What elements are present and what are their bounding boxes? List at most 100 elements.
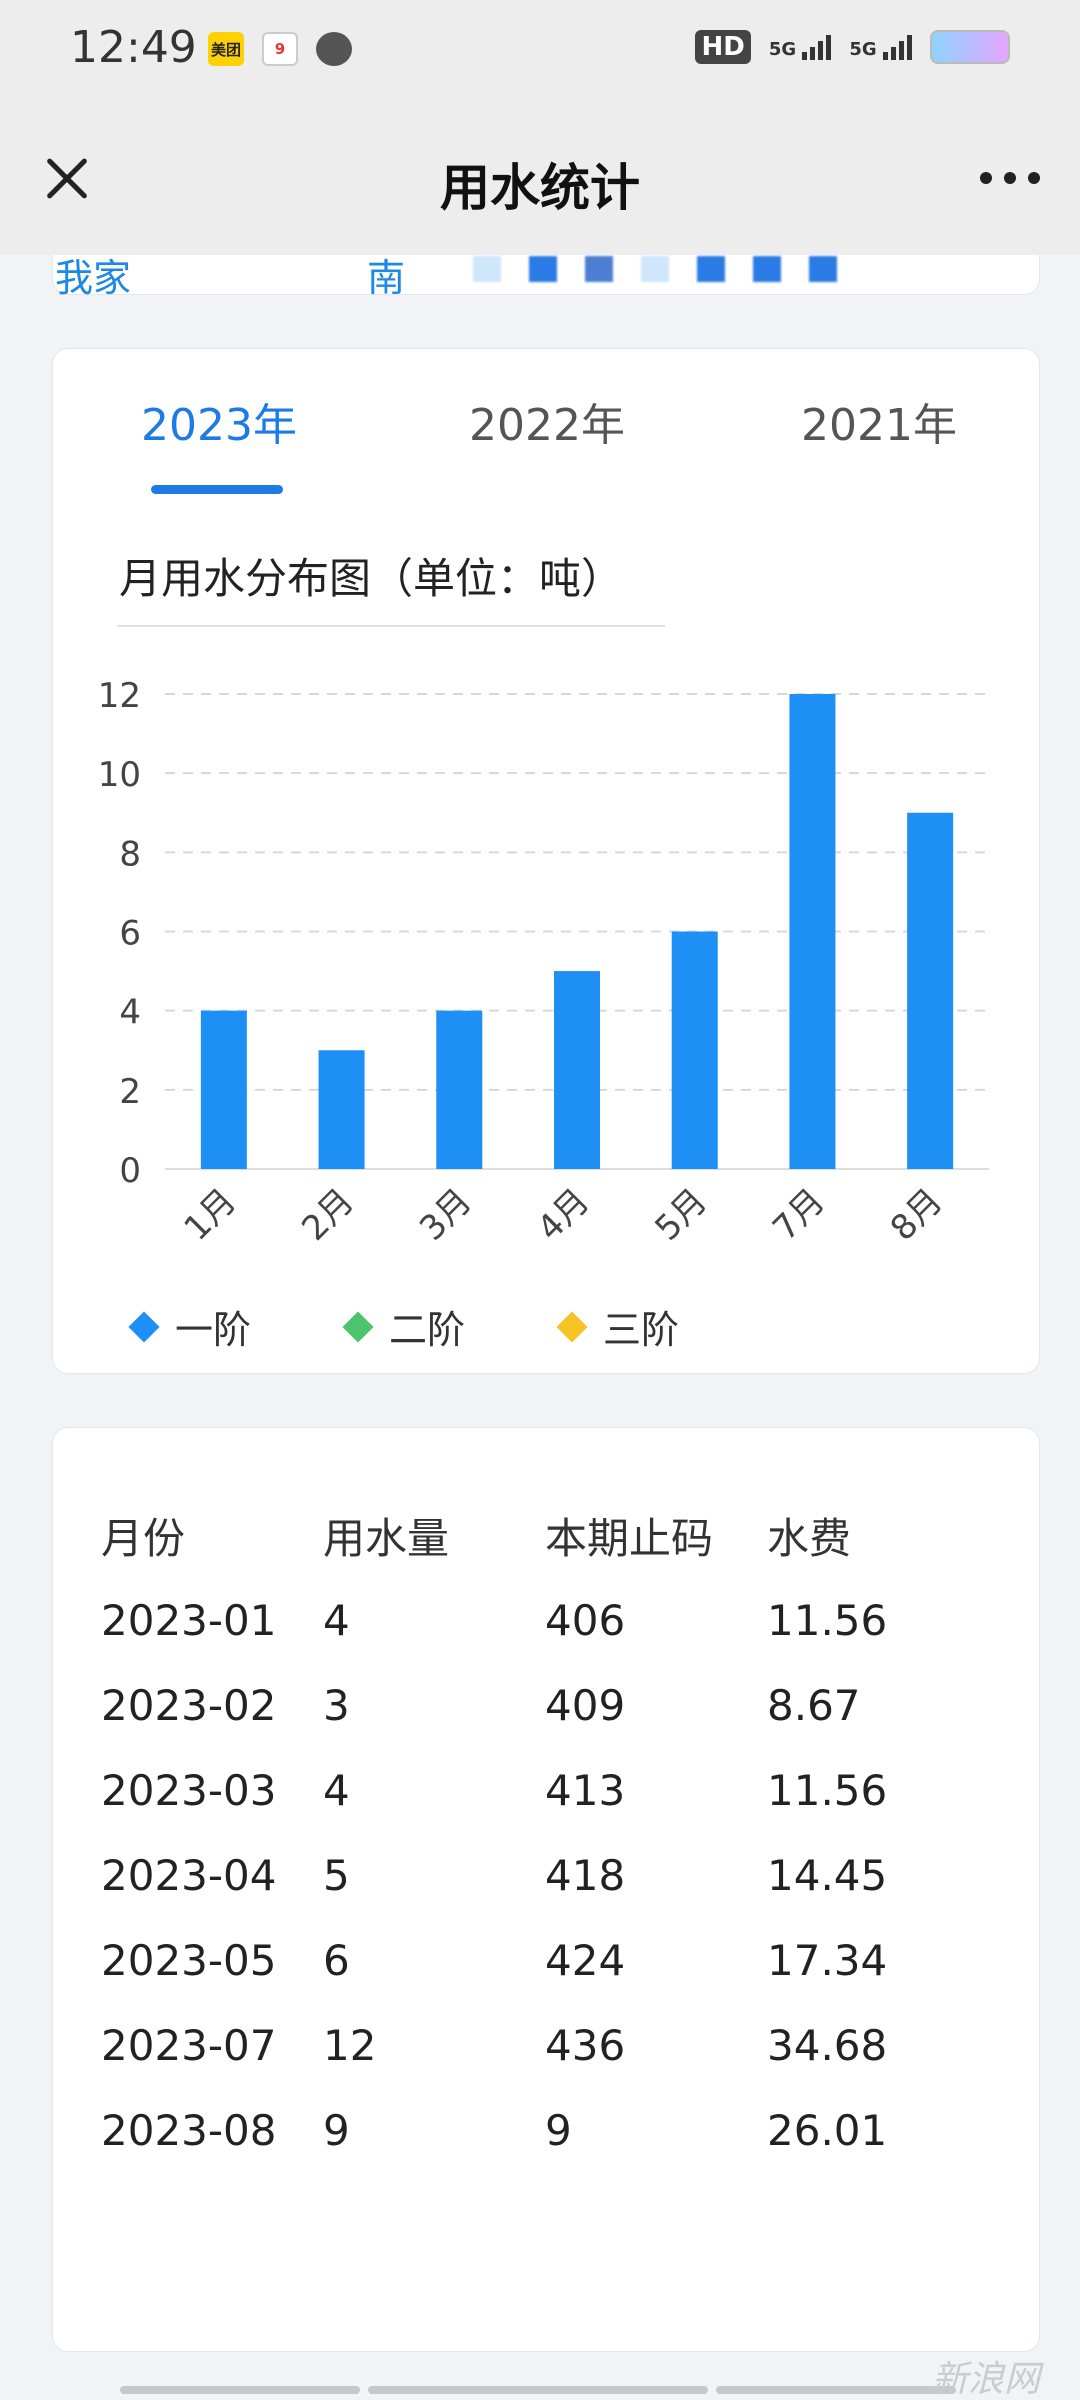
table-row: 2023-01 4 406 11.56 bbox=[101, 1578, 989, 1663]
header-usage: 用水量 bbox=[323, 1514, 450, 1563]
legend-marker-tier3 bbox=[556, 1310, 588, 1343]
x-tick-label: 2月 bbox=[294, 1181, 362, 1249]
bar[interactable] bbox=[436, 1010, 483, 1169]
legend-item-tier3[interactable]: 三阶 bbox=[556, 1299, 680, 1354]
x-tick-label: 5月 bbox=[647, 1181, 715, 1249]
battery-icon bbox=[930, 30, 1010, 64]
cell-fee: 26.01 bbox=[767, 2106, 888, 2155]
cell-meter-reading: 406 bbox=[545, 1596, 626, 1645]
chart-legend: 一阶 二阶 三阶 bbox=[128, 1299, 680, 1354]
maps-icon: 9 bbox=[262, 32, 298, 66]
bar-chart: 0 2 4 6 8 10 12 1月 2月 3月 4月 5月 7月 8月 bbox=[98, 676, 989, 1249]
table-row: 2023-04 5 418 14.45 bbox=[101, 1833, 989, 1918]
bar[interactable] bbox=[789, 694, 836, 1169]
legend-item-tier2[interactable]: 二阶 bbox=[342, 1299, 466, 1354]
cell-meter-reading: 418 bbox=[545, 1851, 626, 1900]
hd-icon: HD bbox=[695, 30, 751, 64]
legend-marker-tier2 bbox=[342, 1310, 374, 1343]
table-row: 2023-08 9 9 26.01 bbox=[101, 2088, 989, 2173]
cell-month: 2023-03 bbox=[101, 1766, 277, 1815]
active-tab-indicator bbox=[151, 485, 283, 494]
usage-table-card: 月份 用水量 本期止码 水费 2023-01 4 406 11.56 2023-02 3 4… bbox=[52, 1427, 1040, 2352]
y-tick-label: 2 bbox=[119, 1072, 141, 1112]
table-row: 2023-05 6 424 17.34 bbox=[101, 1918, 989, 2003]
meituan-icon: 美团 bbox=[208, 32, 244, 66]
cell-usage: 9 bbox=[323, 2106, 350, 2155]
cell-month: 2023-05 bbox=[101, 1936, 277, 1985]
cell-usage: 6 bbox=[323, 1936, 350, 1985]
chart-card: 2023年 2022年 2021年 月用水分布图（单位：吨） 0 2 4 6 8 10 12… bbox=[52, 348, 1040, 1374]
title-divider bbox=[117, 625, 665, 627]
cell-fee: 17.34 bbox=[767, 1936, 888, 1985]
top-bar: 12:49 美团 9 HD 5G 5G 用水统计 bbox=[0, 0, 1080, 255]
y-tick-label: 4 bbox=[119, 993, 141, 1033]
cell-fee: 11.56 bbox=[767, 1766, 888, 1815]
tab-2022[interactable]: 2022年 bbox=[469, 400, 625, 451]
redacted-info bbox=[473, 256, 837, 282]
signal-5g-icon: 5G bbox=[769, 34, 832, 60]
cell-month: 2023-04 bbox=[101, 1851, 277, 1900]
cell-meter-reading: 436 bbox=[545, 2021, 626, 2070]
y-tick-label: 0 bbox=[119, 1151, 141, 1191]
x-tick-label: 7月 bbox=[765, 1181, 833, 1249]
page-title: 用水统计 bbox=[440, 159, 640, 217]
x-tick-label: 4月 bbox=[530, 1181, 598, 1249]
y-tick-label: 8 bbox=[119, 834, 141, 874]
bar[interactable] bbox=[907, 812, 954, 1169]
table-row: 2023-07 12 436 34.68 bbox=[101, 2003, 989, 2088]
cell-fee: 14.45 bbox=[767, 1851, 888, 1900]
watermark: 新浪网 bbox=[931, 2359, 1040, 2400]
cell-usage: 4 bbox=[323, 1596, 350, 1645]
more-icon[interactable] bbox=[980, 172, 1040, 184]
cell-meter-reading: 424 bbox=[545, 1936, 626, 1985]
header-fee: 水费 bbox=[767, 1514, 852, 1563]
bar[interactable] bbox=[554, 971, 600, 1169]
cell-month: 2023-02 bbox=[101, 1681, 277, 1730]
scroll-indicator bbox=[120, 2386, 956, 2394]
usage-table: 月份 用水量 本期止码 水费 2023-01 4 406 11.56 2023-02 3 4… bbox=[101, 1493, 989, 2173]
x-tick-label: 1月 bbox=[177, 1181, 245, 1249]
cell-usage: 5 bbox=[323, 1851, 350, 1900]
cell-meter-reading: 409 bbox=[545, 1681, 626, 1730]
account-name: 我家 bbox=[55, 256, 132, 300]
status-time: 12:49 bbox=[70, 22, 197, 73]
cell-usage: 4 bbox=[323, 1766, 350, 1815]
legend-marker-tier1 bbox=[128, 1310, 160, 1343]
header-meter-reading: 本期止码 bbox=[545, 1514, 714, 1563]
legend-label-tier3: 三阶 bbox=[603, 1308, 680, 1352]
x-tick-label: 8月 bbox=[883, 1181, 951, 1249]
x-tick-label: 3月 bbox=[412, 1181, 480, 1249]
tab-2023[interactable]: 2023年 bbox=[141, 400, 297, 451]
cell-usage: 12 bbox=[323, 2021, 377, 2070]
legend-item-tier1[interactable]: 一阶 bbox=[128, 1299, 252, 1354]
cell-month: 2023-01 bbox=[101, 1596, 277, 1645]
cell-fee: 8.67 bbox=[767, 1681, 861, 1730]
cell-month: 2023-08 bbox=[101, 2106, 277, 2155]
tab-2021[interactable]: 2021年 bbox=[801, 400, 957, 451]
y-tick-label: 12 bbox=[98, 676, 141, 716]
bar[interactable] bbox=[318, 1050, 365, 1169]
legend-label-tier2: 二阶 bbox=[389, 1308, 466, 1352]
header-month: 月份 bbox=[101, 1514, 186, 1563]
legend-label-tier1: 一阶 bbox=[175, 1308, 252, 1352]
cell-fee: 34.68 bbox=[767, 2021, 888, 2070]
table-row: 2023-03 4 413 11.56 bbox=[101, 1748, 989, 1833]
cell-fee: 11.56 bbox=[767, 1596, 888, 1645]
bar[interactable] bbox=[200, 1010, 247, 1169]
year-tabs: 2023年 2022年 2021年 bbox=[53, 389, 1041, 479]
signal-5g-icon-2: 5G bbox=[849, 34, 912, 60]
cell-meter-reading: 413 bbox=[545, 1766, 626, 1815]
account-address: 南 bbox=[367, 256, 406, 300]
status-app-icons: 美团 9 bbox=[208, 32, 352, 66]
table-row: 2023-02 3 409 8.67 bbox=[101, 1663, 989, 1748]
y-tick-label: 10 bbox=[98, 755, 141, 795]
table-header-row: 月份 用水量 本期止码 水费 bbox=[101, 1493, 989, 1578]
status-indicators: HD 5G 5G bbox=[695, 30, 1010, 64]
chart-title: 月用水分布图（单位：吨） bbox=[119, 554, 624, 603]
chat-icon bbox=[316, 32, 352, 66]
cell-usage: 3 bbox=[323, 1681, 350, 1730]
bar[interactable] bbox=[671, 931, 718, 1170]
cell-month: 2023-07 bbox=[101, 2021, 277, 2070]
y-tick-label: 6 bbox=[119, 914, 141, 954]
cell-meter-reading: 9 bbox=[545, 2106, 572, 2155]
